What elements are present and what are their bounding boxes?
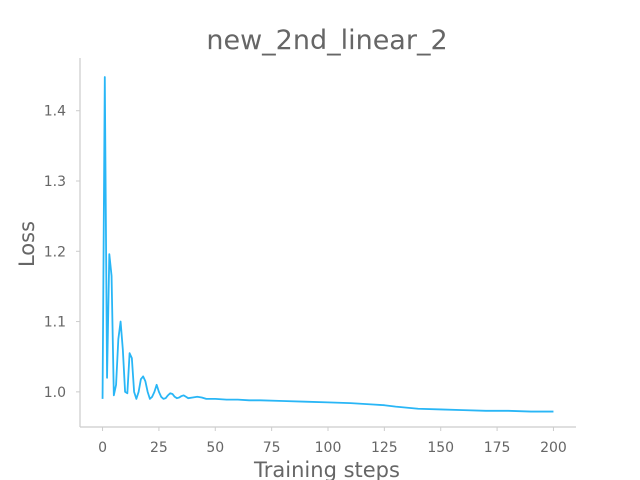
x-tick-label: 200	[540, 440, 567, 456]
x-tick-label: 125	[371, 440, 398, 456]
x-tick-label: 25	[150, 440, 168, 456]
y-tick-label: 1.3	[44, 174, 66, 190]
x-axis-ticks: 0 25 50 75 100 125 150 175 200	[98, 427, 567, 456]
series-line-0	[101, 76, 554, 413]
y-tick-label: 1.2	[44, 244, 66, 260]
y-axis-ticks: 1.0 1.1 1.2 1.3 1.4	[44, 104, 80, 401]
y-tick-label: 1.1	[44, 315, 66, 331]
x-tick-label: 150	[427, 440, 454, 456]
x-tick-label: 100	[315, 440, 342, 456]
x-tick-label: 175	[484, 440, 511, 456]
x-tick-label: 0	[98, 440, 107, 456]
y-axis-label: Loss	[15, 221, 39, 267]
chart-title: new_2nd_linear_2	[206, 25, 447, 56]
x-axis-label: Training steps	[253, 458, 400, 480]
y-tick-label: 1.0	[44, 385, 66, 401]
series-layer	[101, 76, 554, 413]
x-tick-label: 50	[206, 440, 224, 456]
x-tick-label: 75	[263, 440, 281, 456]
y-tick-label: 1.4	[44, 104, 66, 120]
